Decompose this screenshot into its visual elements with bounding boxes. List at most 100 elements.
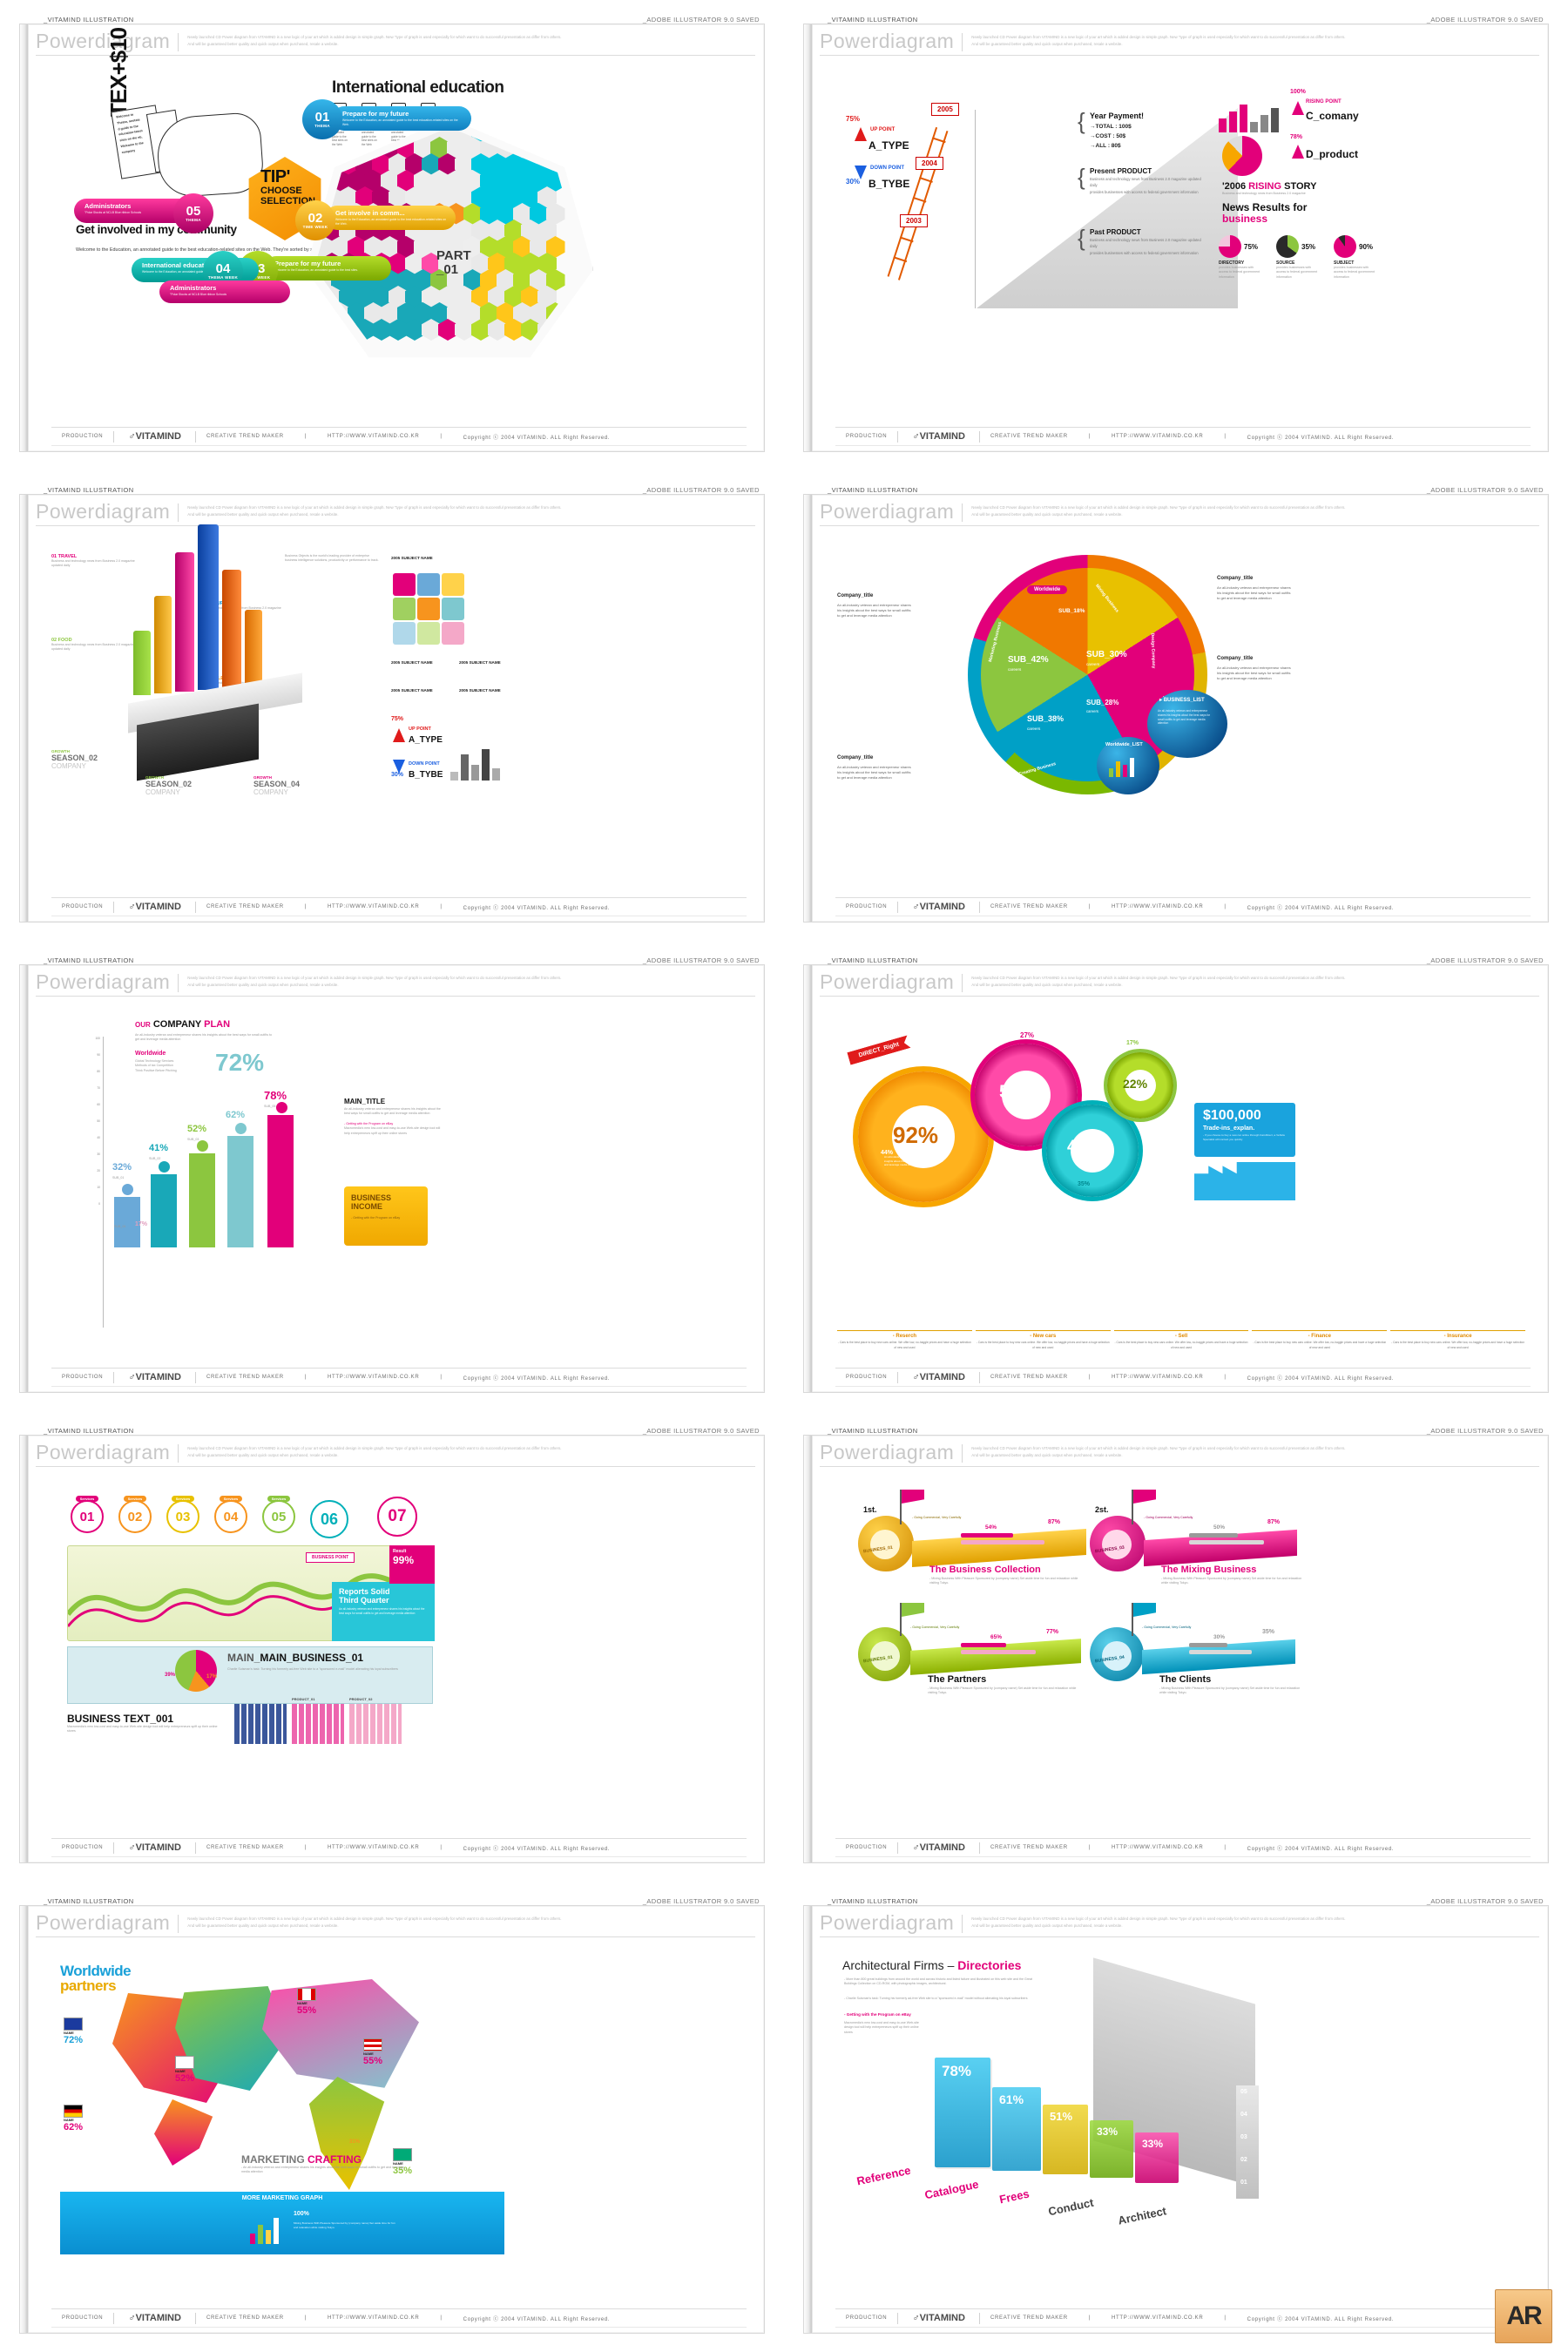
headline-sub: Business and technology news from Busine… <box>1222 192 1316 196</box>
col-3-body: - Cars is the best place to buy new cars… <box>1252 1341 1387 1350</box>
footer-url-8[interactable]: HTTP://WWW.VITAMIND.CO.KR <box>1101 1845 1213 1850</box>
footer-url-7[interactable]: HTTP://WWW.VITAMIND.CO.KR <box>317 1845 429 1850</box>
marker-kr[interactable]: NAME 52% <box>175 2056 194 2084</box>
puzzle-label-3: 2005 SUBJECT NAME <box>391 688 433 693</box>
title-3: The Partners <box>928 1674 986 1685</box>
step-03[interactable]: Services 03 <box>166 1500 199 1533</box>
footer-url-3[interactable]: HTTP://WWW.VITAMIND.CO.KR <box>317 904 429 909</box>
arch-dash: – <box>948 1958 955 1972</box>
illustrator-saved-label-5: _ADOBE ILLUSTRATOR 9.0 SAVED <box>643 956 760 964</box>
step-02[interactable]: Services 02 <box>118 1500 152 1533</box>
person-bar-4[interactable] <box>267 1102 295 1247</box>
getting-body: Macromedia's new low-cost and easy-to-us… <box>344 1126 445 1136</box>
flag-eu-icon <box>64 2017 83 2031</box>
footer-url[interactable]: HTTP://WWW.VITAMIND.CO.KR <box>317 434 429 439</box>
hex-cell <box>314 153 325 175</box>
down-point-label: DOWN POINT <box>870 166 904 171</box>
step-04-num: 04 <box>224 1510 239 1524</box>
powerdiagram-logo-4: Powerdiagram <box>820 502 954 522</box>
step-02-num: 02 <box>128 1510 143 1524</box>
business-income-briefcase[interactable]: BUSINESS INCOME - Getting with the Progr… <box>344 1186 428 1246</box>
step-07[interactable]: 07 <box>377 1497 417 1537</box>
gear-92[interactable]: 92% An all-industry veteran and entrepre… <box>858 1071 989 1202</box>
footer-brand: ♂VITAMIND <box>114 431 195 442</box>
flag-kr-icon <box>175 2056 194 2069</box>
footer-copyright-6: Copyright ⓒ 2004 VITAMIND. ALL Right Res… <box>1237 1374 1405 1382</box>
person-bar-3[interactable] <box>227 1123 253 1247</box>
panel-worldwide-partners: Powerdiagram Newly launched CD Power dia… <box>19 1905 765 2334</box>
powerdiagram-header-5: Powerdiagram Newly launched CD Power dia… <box>36 972 755 997</box>
footer-url-5[interactable]: HTTP://WWW.VITAMIND.CO.KR <box>317 1375 429 1380</box>
step-04[interactable]: Services 04 <box>214 1500 247 1533</box>
mars-icon-2: ♂ <box>912 431 919 442</box>
marker-de[interactable]: NAME 62% <box>64 2105 83 2132</box>
result-value: 99% <box>393 1554 431 1566</box>
footer-url-9[interactable]: HTTP://WWW.VITAMIND.CO.KR <box>317 2315 429 2321</box>
footer-tagline-7: CREATIVE TREND MAKER <box>196 1845 294 1850</box>
step-01[interactable]: Services 01 <box>71 1500 104 1533</box>
footer-url-6[interactable]: HTTP://WWW.VITAMIND.CO.KR <box>1101 1375 1213 1380</box>
panel-2-stage: 75% UP POINT A_TYPE 30% DOWN POINT B_TYB… <box>828 73 1534 422</box>
marker-ca[interactable]: NAME 55% <box>297 1988 316 2016</box>
money-box[interactable]: $100,000 Trade-ins_explan. - If you choo… <box>1194 1103 1295 1157</box>
illustrator-saved-label-9: _ADOBE ILLUSTRATOR 9.0 SAVED <box>643 1897 760 1905</box>
marker-us[interactable]: NAME 55% <box>363 2038 382 2066</box>
col-new-cars: - New cars - Cars is the best place to bu… <box>976 1330 1111 1350</box>
gear-22[interactable]: 22% 17% <box>1107 1052 1173 1119</box>
powerdiagram-header-4: Powerdiagram Newly launched CD Power dia… <box>820 502 1539 526</box>
marker-kr-value: 52% <box>175 2073 194 2084</box>
mars-icon-6: ♂ <box>912 1372 919 1382</box>
gear-43[interactable]: 43% 35% <box>1046 1105 1139 1197</box>
pill-05b[interactable]: Administrators "Polar Stocks at NCLB Blu… <box>159 280 290 303</box>
badge-01[interactable]: 01 THEMA <box>302 99 342 139</box>
badge-02[interactable]: 02 TIME WEEK <box>295 200 335 240</box>
pill-02[interactable]: Get involve in comm... Welcome to the Ed… <box>325 206 456 230</box>
pillar-food <box>133 631 151 695</box>
bar-conduct[interactable]: 33% <box>1090 2120 1133 2178</box>
step-05[interactable]: Services 05 <box>262 1500 295 1533</box>
footer-url-2[interactable]: HTTP://WWW.VITAMIND.CO.KR <box>1101 434 1213 439</box>
bubble-business-list[interactable]: ▸ BUSINESS_LIST An all-industry veteran … <box>1147 690 1227 758</box>
footer-url-10[interactable]: HTTP://WWW.VITAMIND.CO.KR <box>1101 2315 1213 2321</box>
badge-05[interactable]: 05 THEMA <box>173 193 213 233</box>
hex-cell <box>331 137 350 159</box>
year-payment-title: Year Payment! <box>1090 112 1144 120</box>
panel-4-stage: Worldwide Mixing Business Design Company… <box>828 544 1534 892</box>
powerdiagram-header: Powerdiagram Newly launched CD Power dia… <box>36 31 755 56</box>
footer-production-5: PRODUCTION <box>51 1375 113 1380</box>
tag-3: - Going Commercial, Very Carefully <box>910 1625 959 1630</box>
label-conduct: Conduct <box>1047 2196 1095 2219</box>
pill-03[interactable]: Prepare for my future Welcome to the Edu… <box>264 256 391 280</box>
plan-title: OUR COMPANY PLAN <box>135 1019 230 1030</box>
bar-architect[interactable]: 33% <box>1135 2132 1179 2183</box>
puzzle-5 <box>442 598 464 620</box>
footer-copyright-9: Copyright ⓒ 2004 VITAMIND. ALL Right Res… <box>453 2315 621 2322</box>
step-06[interactable]: 06 <box>310 1500 348 1538</box>
bubble-worldwide-list[interactable]: Worldwide_LIST <box>1097 737 1159 794</box>
panel-cell-10: _VITAMIND ILLUSTRATION _ADOBE ILLUSTRATO… <box>784 1882 1568 2352</box>
person-bar-0[interactable] <box>114 1184 140 1247</box>
bar-catalogue[interactable]: 61% <box>992 2087 1041 2171</box>
bar-frees[interactable]: 51% <box>1043 2105 1088 2174</box>
bar-architect-value: 33% <box>1135 2132 1179 2150</box>
desc-3: - Mixing Business With Pleasure Sponsore… <box>928 1686 1085 1696</box>
footer-url-4[interactable]: HTTP://WWW.VITAMIND.CO.KR <box>1101 904 1213 909</box>
hex-cell <box>314 302 334 324</box>
marker-eu[interactable]: NAME 72% <box>64 2017 83 2045</box>
powerdiagram-header-3: Powerdiagram Newly launched CD Power dia… <box>36 502 755 526</box>
bar-reference[interactable]: 78% <box>935 2058 990 2167</box>
footer-sep-5b: | <box>429 1375 452 1380</box>
pie-value-1: 17% <box>206 1674 217 1680</box>
spiral-1-inner <box>870 1530 900 1559</box>
person-bar-1[interactable] <box>151 1161 177 1247</box>
panel-top-labels-6: _VITAMIND ILLUSTRATION _ADOBE ILLUSTRATO… <box>803 953 1549 964</box>
person-bar-2[interactable] <box>189 1140 215 1247</box>
pill-01[interactable]: Prepare for my future Welcome to the Edu… <box>332 106 471 131</box>
col-1-title: - New cars <box>976 1334 1111 1339</box>
legend-01-desc: Business and technology news from Busine… <box>51 559 135 569</box>
powerdiagram-logo-10: Powerdiagram <box>820 1913 954 1933</box>
p3-b-type: B_TYBE <box>409 770 443 780</box>
vitamind-illustration-label-10: _VITAMIND ILLUSTRATION <box>828 1897 918 1905</box>
stat-1-value: 35% <box>1301 243 1315 251</box>
bar-4-label: SUB_05 <box>264 1105 294 1109</box>
